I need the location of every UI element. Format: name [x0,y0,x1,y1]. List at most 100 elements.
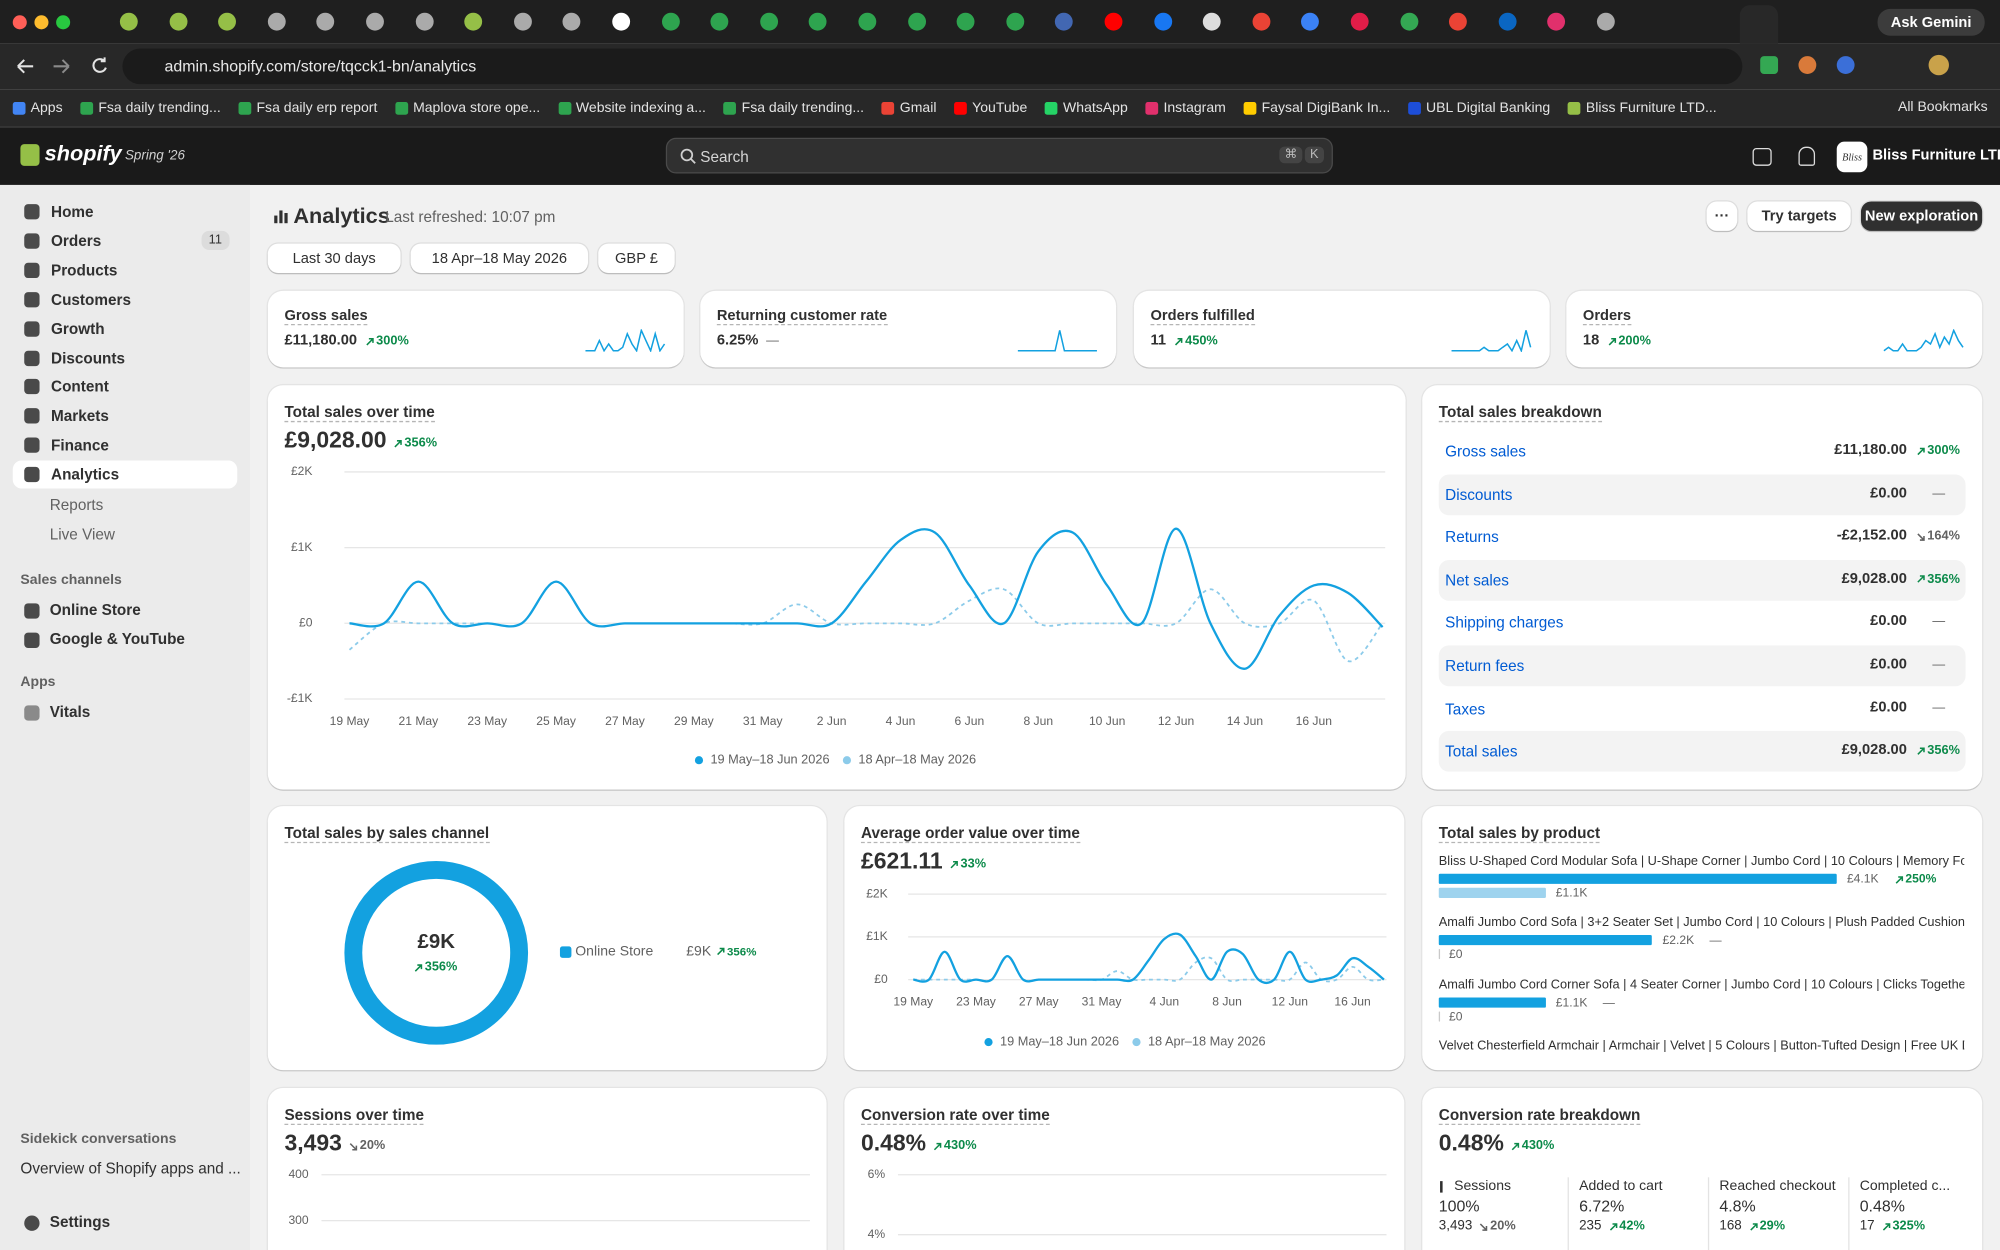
browser-tab[interactable] [1301,12,1320,31]
url-field[interactable]: admin.shopify.com/store/tqcck1-bn/analyt… [122,48,1743,85]
breakdown-label[interactable]: Shipping charges [1445,614,1564,632]
browser-tab[interactable] [1547,12,1566,31]
section-title[interactable]: Sales channels [20,572,122,589]
product-name[interactable]: Bliss U-Shaped Cord Modular Sofa | U-Sha… [1438,854,1965,869]
browser-tab[interactable] [464,12,483,31]
browser-tab[interactable] [661,12,680,31]
nav-item[interactable]: Customers [13,285,237,313]
browser-tab[interactable] [1104,12,1123,31]
nav-item[interactable]: Markets [13,402,237,430]
breakdown-label[interactable]: Discounts [1445,485,1513,504]
bookmark[interactable]: Gmail [881,100,936,115]
bookmark[interactable]: Fsa daily trending... [723,100,864,115]
try-targets-button[interactable]: Try targets [1747,201,1851,231]
nav-item[interactable]: Home [13,198,237,226]
extension-icon[interactable] [1836,56,1855,74]
sidekick-icon[interactable] [1752,147,1772,166]
channel-item[interactable]: Google & YouTube [49,630,185,648]
browser-tab[interactable] [1203,12,1221,31]
browser-tab[interactable] [759,12,778,31]
legend-label[interactable]: Online Store [575,943,654,960]
legend-label[interactable]: 19 May–18 Jun 2026 [1000,1033,1119,1048]
extension-icon[interactable] [1798,56,1817,74]
profile-avatar[interactable] [1928,54,1949,76]
browser-tab[interactable] [267,12,286,31]
more-button[interactable]: ··· [1706,201,1738,231]
legend-label[interactable]: 18 Apr–18 May 2026 [858,752,976,767]
browser-tab[interactable] [1596,12,1615,31]
nav-item[interactable]: Content [13,373,237,401]
browser-tab[interactable] [316,12,335,31]
browser-tab[interactable] [858,12,877,31]
window-control[interactable] [12,15,27,30]
browser-tab[interactable] [218,12,237,31]
bookmark[interactable]: UBL Digital Banking [1408,100,1550,115]
nav-buttons[interactable] [13,54,115,80]
browser-tab[interactable] [1252,12,1271,31]
browser-tab[interactable] [1498,12,1517,31]
settings-link[interactable]: Settings [49,1213,111,1231]
browser-tab[interactable] [415,12,434,31]
browser-tab[interactable] [1399,12,1418,31]
store-name[interactable]: Bliss Furniture LTD [1872,147,2000,164]
nav-subitem[interactable]: Reports [49,496,104,515]
bookmark[interactable]: Instagram [1145,100,1226,115]
breakdown-label[interactable]: Gross sales [1445,442,1526,461]
browser-tab[interactable] [366,12,384,31]
bookmark[interactable]: Bliss Furniture LTD... [1568,100,1717,115]
currency-filter[interactable]: GBP £ [598,243,675,273]
extension-icon[interactable] [1760,56,1779,74]
bookmark[interactable]: Fsa daily erp report [238,100,377,115]
bookmark[interactable]: WhatsApp [1045,100,1128,115]
comparison-filter[interactable]: 18 Apr–18 May 2026 [410,243,589,273]
bookmark[interactable]: Maplova store ope... [395,100,540,115]
browser-tab[interactable] [907,12,926,31]
browser-tab[interactable] [169,12,187,31]
notifications-icon[interactable] [1798,146,1816,166]
channel-item[interactable]: Online Store [49,600,141,619]
nav-subitem[interactable]: Live View [49,525,115,544]
bookmark[interactable]: Fsa daily trending... [80,100,221,115]
nav-item[interactable]: Analytics [12,460,238,489]
sidekick-item[interactable]: Overview of Shopify apps and ... [20,1159,241,1178]
nav-item[interactable]: Orders 11 [13,227,237,255]
bookmark[interactable]: Website indexing a... [558,100,706,115]
search-box[interactable]: Search ⌘ K [665,137,1333,174]
nav-item[interactable]: Finance [13,431,237,459]
browser-tab[interactable] [612,12,631,31]
browser-tab[interactable] [956,12,975,31]
nav-item[interactable]: Growth [13,315,237,343]
ask-gemini-button[interactable]: Ask Gemini [1877,8,1985,36]
new-exploration-button[interactable]: New exploration [1860,201,1983,231]
all-bookmarks[interactable]: All Bookmarks [1897,99,1988,115]
browser-tab[interactable] [1153,12,1172,31]
store-avatar[interactable]: Bliss [1836,141,1868,173]
browser-tab[interactable] [1006,12,1024,31]
breakdown-label[interactable]: Returns [1445,528,1499,547]
browser-tab[interactable] [119,12,138,31]
app-item[interactable]: Vitals [49,702,91,721]
bookmark[interactable]: Faysal DigiBank In... [1243,100,1390,115]
product-name[interactable]: Amalfi Jumbo Cord Sofa | 3+2 Seater Set … [1438,916,1965,931]
window-control[interactable] [56,15,71,30]
section-title[interactable]: Sidekick conversations [20,1131,177,1147]
breakdown-label[interactable]: Return fees [1445,656,1525,675]
browser-tab[interactable] [1449,12,1468,31]
product-name[interactable]: Amalfi Jumbo Cord Corner Sofa | 4 Seater… [1438,977,1965,992]
nav-item[interactable]: Products [13,256,237,284]
breakdown-label[interactable]: Taxes [1445,699,1486,718]
browser-tab[interactable] [1055,12,1074,31]
brand[interactable]: shopify [44,141,122,166]
bookmark[interactable]: YouTube [954,100,1027,115]
section-title[interactable]: Apps [20,674,56,691]
legend-label[interactable]: 18 Apr–18 May 2026 [1148,1033,1266,1048]
product-name[interactable]: Velvet Chesterfield Armchair | Armchair … [1438,1039,1965,1054]
breakdown-label[interactable]: Net sales [1445,571,1509,590]
browser-tab[interactable] [1350,12,1369,31]
breakdown-label[interactable]: Total sales [1445,742,1518,761]
browser-tab[interactable] [809,12,828,31]
legend-label[interactable]: 19 May–18 Jun 2026 [710,752,829,767]
active-tab[interactable] [1739,5,1779,44]
browser-tab[interactable] [562,12,581,31]
nav-item[interactable]: Discounts [13,344,237,372]
